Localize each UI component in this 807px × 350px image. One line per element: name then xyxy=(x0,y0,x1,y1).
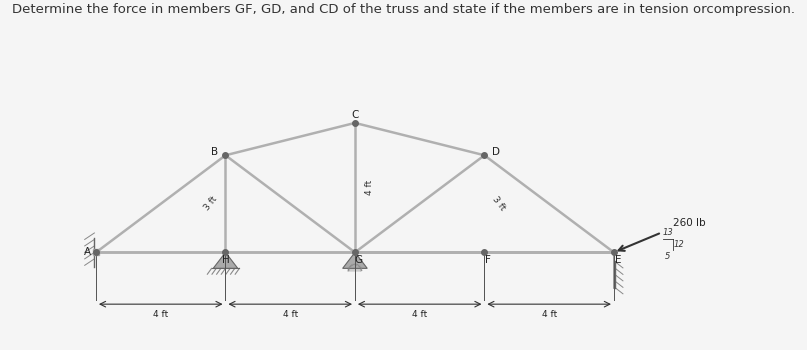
Text: C: C xyxy=(351,110,358,120)
Text: 13: 13 xyxy=(663,228,673,237)
Text: E: E xyxy=(616,256,622,265)
Text: 4 ft: 4 ft xyxy=(412,310,428,319)
Text: 4 ft: 4 ft xyxy=(541,310,557,319)
Text: G: G xyxy=(354,256,362,265)
Text: 4 ft: 4 ft xyxy=(282,310,298,319)
Text: Determine the force in members GF, GD, and CD of the truss and state if the memb: Determine the force in members GF, GD, a… xyxy=(12,4,795,16)
Text: B: B xyxy=(211,147,218,157)
Text: 3 ft: 3 ft xyxy=(491,195,508,213)
Polygon shape xyxy=(348,264,362,271)
Text: 260 lb: 260 lb xyxy=(673,218,705,228)
Text: 4 ft: 4 ft xyxy=(153,310,169,319)
Text: 4 ft: 4 ft xyxy=(365,180,374,195)
Text: 3 ft: 3 ft xyxy=(203,195,220,213)
Text: 5: 5 xyxy=(664,252,670,261)
Text: 12: 12 xyxy=(674,240,684,249)
Text: H: H xyxy=(222,256,229,265)
Text: D: D xyxy=(491,147,500,157)
Polygon shape xyxy=(343,252,367,268)
Polygon shape xyxy=(213,252,238,268)
Text: F: F xyxy=(485,256,491,265)
Text: A: A xyxy=(85,247,91,257)
